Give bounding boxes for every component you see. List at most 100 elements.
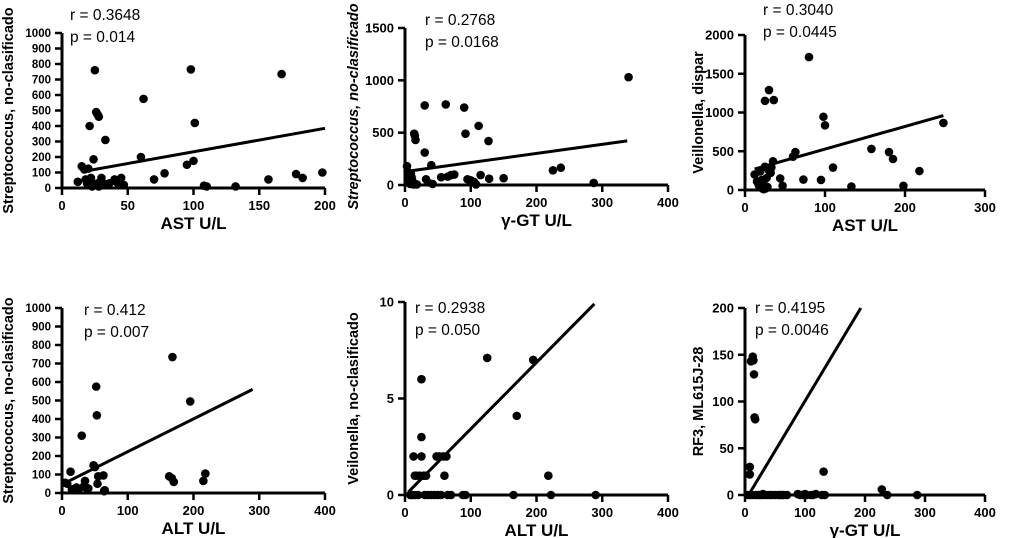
data-point (819, 467, 828, 476)
y-tick-label: 300 (32, 433, 51, 445)
data-point (160, 168, 169, 178)
data-point (482, 353, 492, 363)
data-point (428, 179, 437, 189)
data-point (201, 469, 210, 478)
data-point (441, 100, 451, 109)
scatter-plot-svg: 0 100 200 300 400 500 600 700 800 900 1000 0 100 200 3… (1, 297, 336, 538)
x-tick-label: 0 (58, 198, 65, 213)
y-tick-label: 100 (32, 168, 51, 180)
data-point (847, 182, 856, 191)
data-point (412, 180, 422, 189)
data-points (405, 353, 600, 500)
data-point (190, 118, 200, 128)
x-tick-label: 100 (460, 505, 482, 520)
y-tick-label: 2000 (705, 28, 734, 43)
y-tick-label: 500 (32, 396, 51, 408)
data-point (877, 485, 887, 494)
x-tick-label: 300 (591, 195, 613, 210)
y-axis-label: Veillonella, dispar (691, 51, 707, 174)
trend-line (81, 126, 326, 174)
data-point (899, 181, 908, 191)
data-point (768, 157, 778, 166)
data-point (84, 164, 93, 173)
data-point (816, 175, 826, 185)
y-tick-label: 0 (727, 183, 734, 198)
scatter-plot-svg: 0 500 1000 1500 0 100 200 300 400 γ-GT U/L Strepto… (346, 3, 679, 230)
data-point (119, 180, 129, 190)
data-point (882, 490, 892, 500)
data-point (420, 101, 430, 110)
x-tick-label: 100 (814, 200, 836, 215)
data-point (764, 85, 774, 95)
p-value-label: p = 0.014 (70, 29, 135, 46)
x-tick-label: 100 (460, 195, 482, 210)
data-point (528, 355, 538, 365)
x-tick-label: 300 (974, 200, 996, 215)
data-point (168, 352, 177, 362)
y-tick-label: 200 (712, 301, 734, 316)
data-point (231, 182, 240, 191)
data-point (912, 490, 922, 500)
x-tick-label: 200 (183, 503, 205, 518)
data-point (420, 148, 430, 157)
scatter-plot-svg: 0 500 1000 1500 2000 0 100 200 300 AST U/L Veillon… (691, 2, 996, 235)
y-tick-label: 700 (32, 359, 51, 371)
x-tick-label: 100 (117, 503, 139, 518)
data-point (760, 96, 770, 106)
y-tick-label: 0 (45, 183, 51, 195)
data-point (291, 169, 301, 179)
data-point (820, 490, 830, 500)
y-tick-label: 50 (720, 441, 734, 456)
data-point (512, 411, 522, 421)
data-point (436, 490, 446, 500)
y-axis-label: Veilonella, no-clasificado (346, 312, 362, 485)
data-point (459, 103, 469, 112)
y-tick-label: 600 (32, 377, 51, 389)
y-tick-label: 600 (32, 90, 51, 102)
data-point (93, 479, 102, 489)
data-point (73, 177, 83, 187)
data-point (417, 452, 426, 461)
data-point (277, 69, 286, 79)
data-point (461, 129, 470, 139)
data-point (89, 155, 98, 164)
y-tick-label: 500 (712, 144, 734, 159)
data-point (763, 182, 772, 192)
y-tick-label: 0 (727, 488, 734, 503)
x-axis-label: ALT U/L (162, 519, 226, 538)
scatter-plot-veilonella-vs-alt: 0 5 10 0 100 200 300 400 ALT U/L Veilonella, no-c… (345, 285, 685, 538)
data-point (66, 467, 75, 477)
x-axis-label: ALT U/L (505, 521, 569, 538)
data-points (60, 352, 210, 496)
data-point (888, 154, 898, 164)
data-point (820, 120, 830, 130)
data-point (84, 484, 93, 493)
data-point (413, 490, 423, 500)
x-tick-label: 100 (794, 505, 816, 520)
data-point (436, 172, 446, 182)
data-points (743, 352, 922, 500)
data-point (939, 118, 948, 128)
data-point (778, 181, 787, 191)
data-point (819, 112, 828, 122)
data-point (749, 356, 758, 365)
data-point (799, 175, 808, 184)
scatter-plot-svg: 0 100 200 300 400 500 600 700 800 900 1000 0 50 100 15… (1, 7, 336, 233)
data-point (782, 490, 792, 500)
r-value-label: r = 0.412 (84, 302, 146, 319)
y-tick-label: 150 (712, 347, 734, 362)
data-point (90, 65, 100, 75)
y-tick-label: 0 (387, 178, 394, 193)
data-point (791, 147, 800, 157)
data-point (185, 397, 195, 406)
x-tick-label: 200 (894, 200, 916, 215)
data-point (484, 174, 494, 184)
y-tick-label: 800 (32, 340, 51, 352)
x-tick-label: 0 (401, 505, 408, 520)
y-tick-label: 100 (712, 394, 734, 409)
data-point (91, 382, 101, 391)
data-point (509, 490, 518, 500)
r-value-label: r = 0.2938 (415, 300, 485, 317)
data-point (186, 65, 196, 74)
